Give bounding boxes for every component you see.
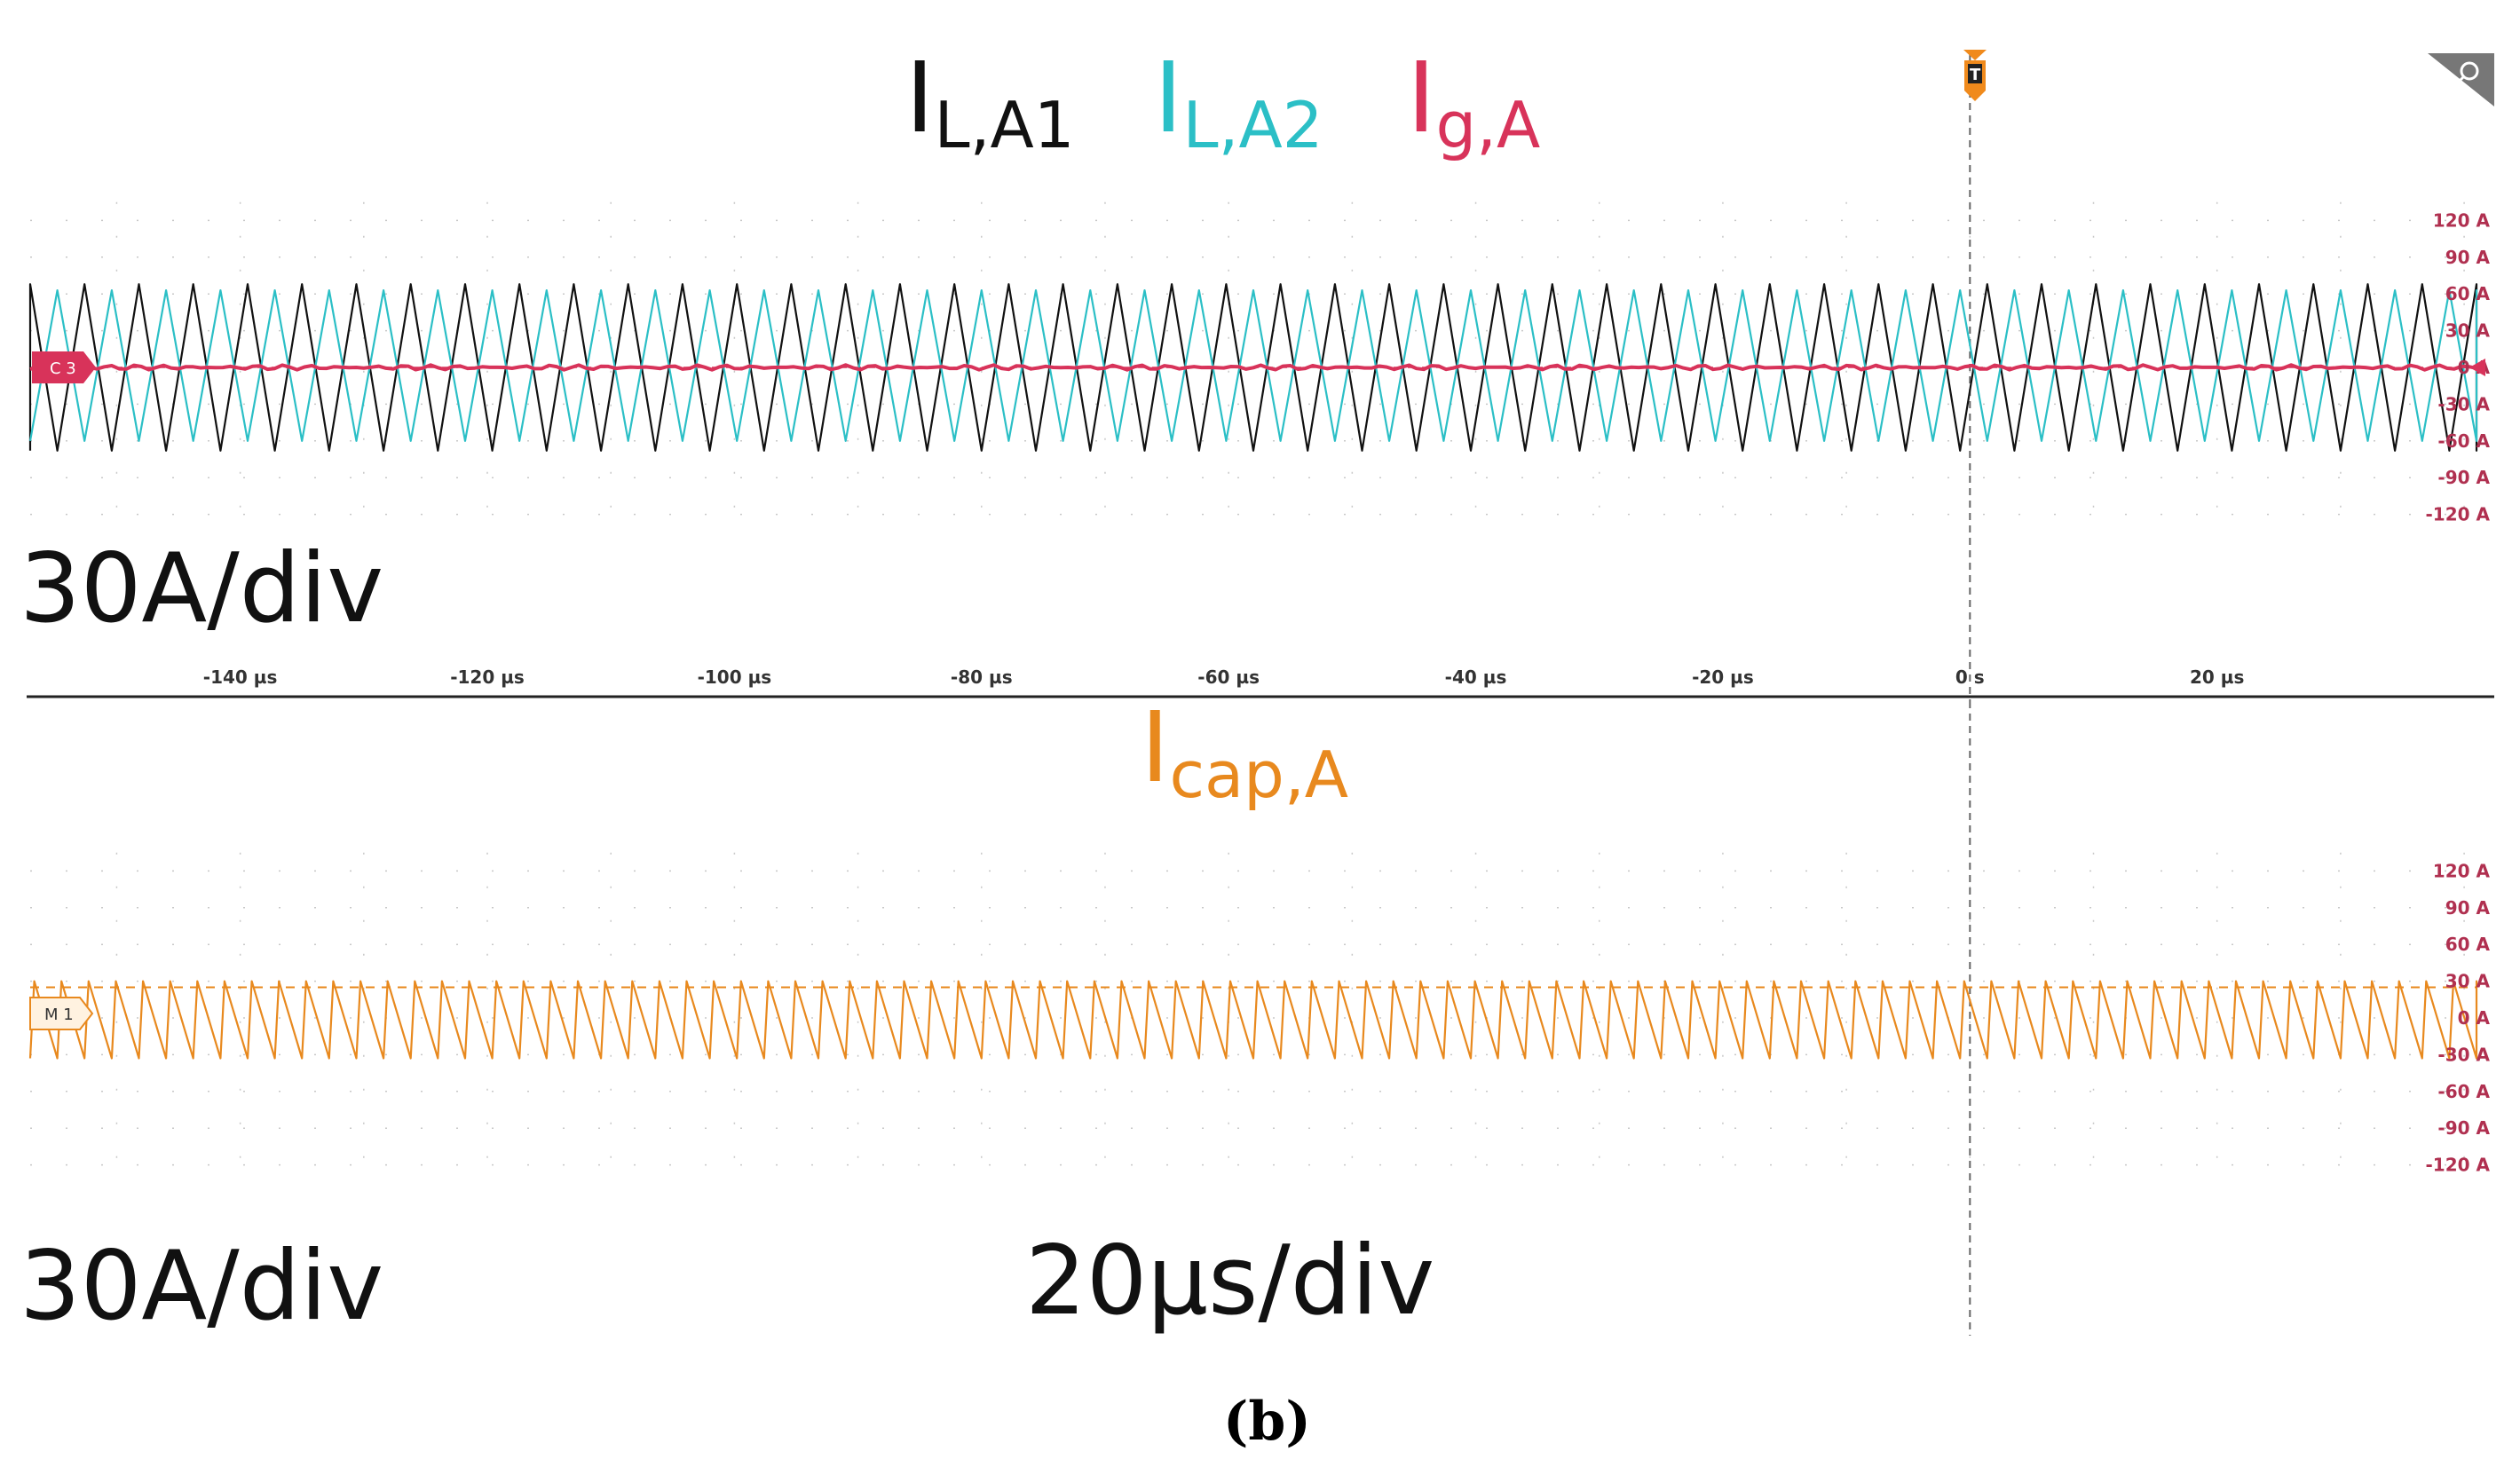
- x-tick-label: -60 µs: [1197, 666, 1260, 688]
- y-tick-label: -30 A: [2437, 1044, 2490, 1065]
- legend-il-a2: IL,A2: [1154, 41, 1323, 162]
- top-panel: 120 A90 A60 A30 A0 A-30 A-60 A-90 A-120 …: [28, 53, 2491, 701]
- timebase-bg: [1021, 1229, 1500, 1340]
- y-tick-label: -60 A: [2437, 1081, 2490, 1102]
- legend-icap-a-sub: cap,A: [1169, 737, 1348, 812]
- y-tick-label: -30 A: [2437, 393, 2490, 414]
- bottom-panel: 120 A 90 A 60 A 30 A 0 A -30 A -60 A -90 A -120 …: [28, 701, 2491, 1336]
- y-tick-label: 90 A: [2445, 247, 2491, 268]
- bottom-series-group: [28, 980, 2478, 1060]
- timebase-label: 20µs/div: [1025, 1226, 1434, 1337]
- series-i-l-a2: [28, 289, 2478, 442]
- trigger-marker-text: T: [1970, 66, 1981, 84]
- y-tick-label: -60 A: [2437, 430, 2490, 452]
- top-y-tick-labels: 120 A90 A60 A30 A0 A-30 A-60 A-90 A-120 …: [2426, 209, 2491, 524]
- y-tick-label: -120 A: [2426, 1155, 2491, 1176]
- bottom-scale-bg: [9, 1229, 444, 1340]
- y-tick-label: 90 A: [2445, 897, 2491, 919]
- channel-c3-text: C 3: [50, 359, 76, 378]
- bottom-y-tick-labels: 120 A 90 A 60 A 30 A 0 A -30 A -60 A -90 A -120 …: [2426, 860, 2491, 1175]
- y-tick-label: -90 A: [2437, 1117, 2490, 1139]
- x-tick-labels: -140 µs -120 µs -100 µs -80 µs -60 µs -40 µs -…: [203, 666, 2245, 688]
- legend-il-a2-main: I: [1154, 41, 1182, 154]
- y-tick-label: 120 A: [2433, 209, 2491, 231]
- x-tick-label: -40 µs: [1445, 666, 1507, 688]
- ground-level-arrow: [2469, 359, 2485, 376]
- y-tick-label: -90 A: [2437, 467, 2490, 488]
- legend-il-a1: IL,A1: [905, 41, 1075, 162]
- legend-il-a1-main: I: [905, 41, 934, 154]
- legend-icap-a: Icap,A: [1141, 690, 1348, 812]
- y-tick-label: 30 A: [2445, 320, 2491, 342]
- channel-m1-text: M 1: [44, 1006, 74, 1024]
- legend-ig-a: Ig,A: [1407, 41, 1540, 162]
- y-tick-label: 60 A: [2445, 283, 2491, 304]
- y-tick-label: 0 A: [2458, 1007, 2491, 1029]
- series-i-cap-a: [28, 980, 2478, 1060]
- top-scale-bg: [9, 546, 444, 652]
- top-scale-label: 30A/div: [20, 533, 383, 644]
- trigger-marker[interactable]: T: [1963, 50, 1987, 101]
- x-tick-label: -140 µs: [203, 666, 278, 688]
- top-series-group: [28, 283, 2478, 452]
- channel-m1-marker[interactable]: M 1: [29, 997, 94, 1030]
- y-tick-label: 60 A: [2445, 934, 2491, 955]
- figure-caption: (b): [1223, 1391, 1311, 1453]
- legend-il-a1-sub: L,A1: [934, 88, 1074, 162]
- x-tick-label: 20 µs: [2190, 666, 2244, 688]
- x-tick-label: -20 µs: [1692, 666, 1754, 688]
- legend-ig-a-sub: g,A: [1435, 88, 1540, 162]
- bottom-grid: [30, 852, 2477, 1184]
- channel-c3-marker[interactable]: C 3: [32, 351, 96, 383]
- series-i-g-a: [29, 363, 2477, 372]
- bottom-scale-label: 30A/div: [20, 1231, 383, 1342]
- legend-ig-a-main: I: [1407, 41, 1435, 154]
- x-tick-label: -80 µs: [951, 666, 1013, 688]
- x-tick-label: -100 µs: [698, 666, 772, 688]
- y-tick-label: 120 A: [2433, 860, 2491, 881]
- zoom-magnifier-icon[interactable]: [2428, 53, 2494, 106]
- legend-icap-a-main: I: [1141, 690, 1169, 804]
- x-tick-label: -120 µs: [450, 666, 525, 688]
- y-tick-label: -120 A: [2426, 504, 2491, 525]
- y-tick-label: 30 A: [2445, 971, 2491, 992]
- legend-il-a2-sub: L,A2: [1182, 88, 1323, 162]
- x-tick-label: 0 s: [1955, 666, 1985, 688]
